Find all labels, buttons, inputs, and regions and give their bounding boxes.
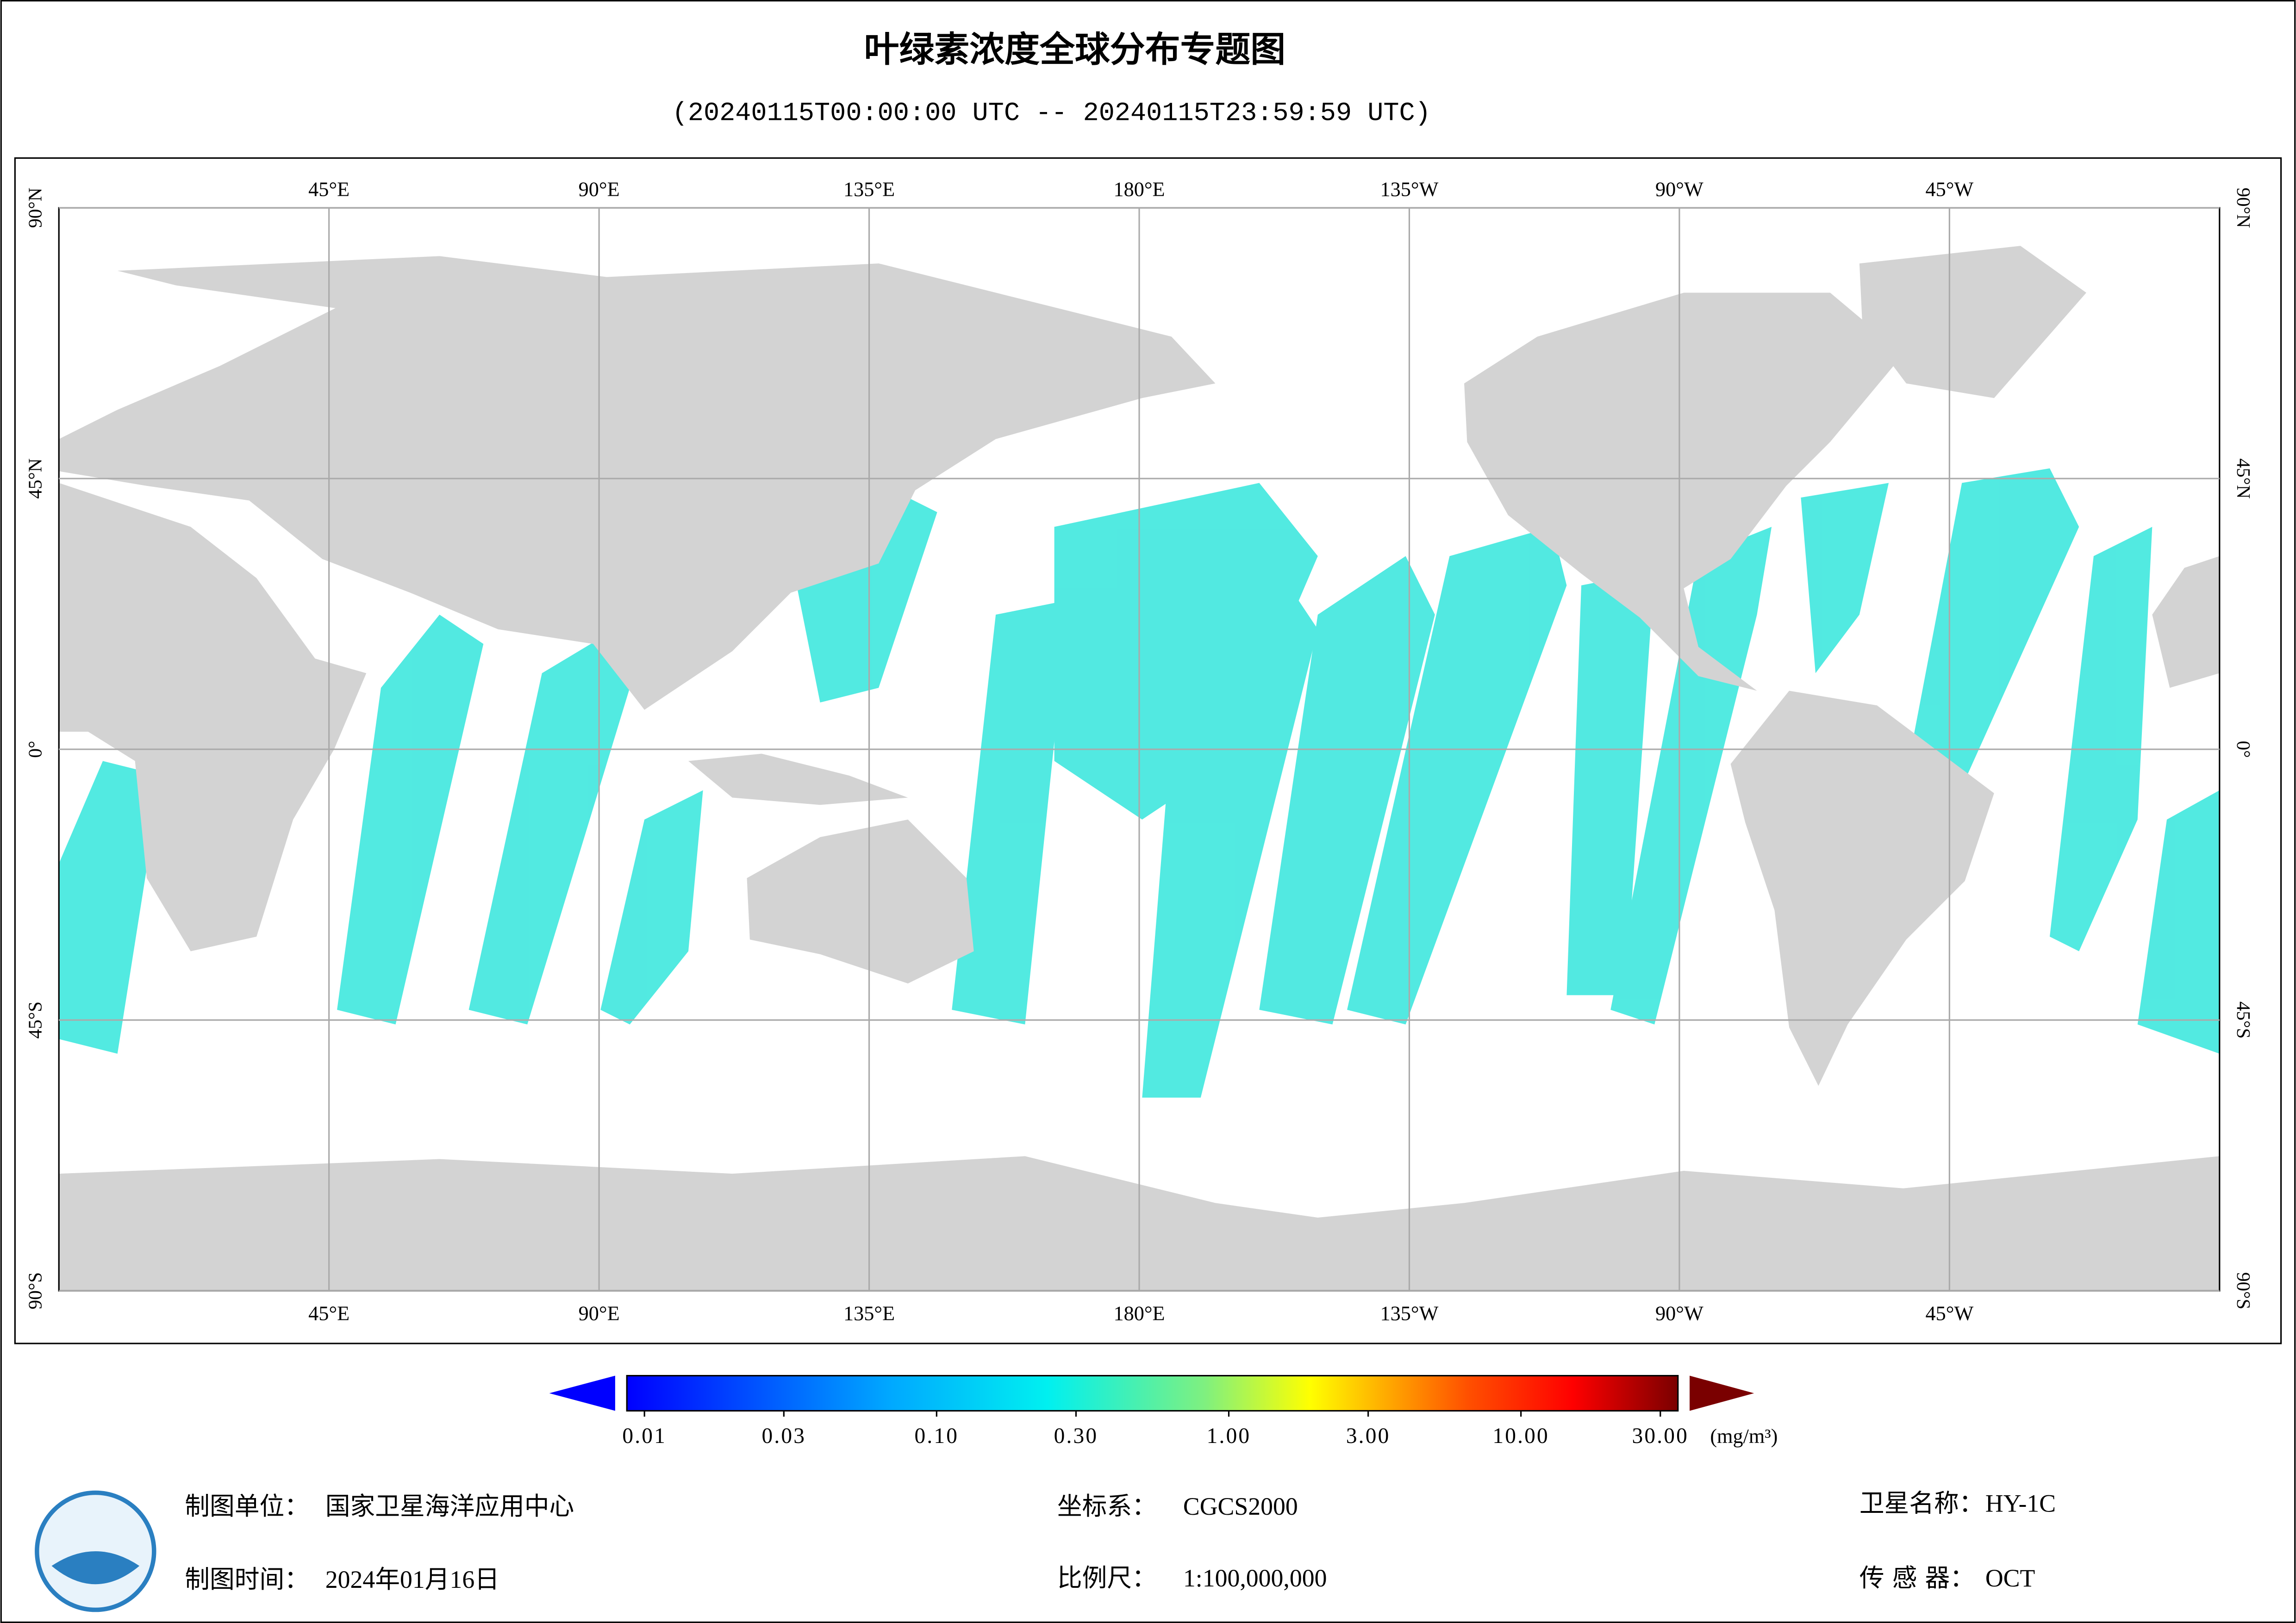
lon-label-bottom: 45°W <box>1925 1302 1973 1325</box>
map-area <box>59 246 2220 1291</box>
footer-label: 坐标系： <box>1057 1492 1157 1521</box>
colorbar-label: 30.00 <box>1632 1424 1689 1448</box>
footer-label: 制图单位： <box>185 1492 309 1521</box>
lat-label-right: 45°S <box>2233 1001 2254 1038</box>
lon-label-bottom: 135°W <box>1380 1302 1439 1325</box>
lat-label-left: 90°S <box>24 1272 45 1309</box>
colorbar-under <box>549 1375 615 1411</box>
footer-label: 传 感 器： <box>1859 1563 1975 1592</box>
footer-value: CGCS2000 <box>1183 1492 1298 1520</box>
lon-label-top: 135°W <box>1380 178 1439 201</box>
lat-label-right: 90°N <box>2233 187 2254 228</box>
colorbar-label: 0.01 <box>622 1424 667 1448</box>
map-frame <box>14 157 2282 1344</box>
lon-label-bottom: 90°W <box>1655 1302 1703 1325</box>
lat-label-right: 45°N <box>2233 458 2254 498</box>
colorbar-over <box>1690 1375 1754 1411</box>
lat-label-right: 90°S <box>2233 1272 2254 1309</box>
lat-label-left: 45°N <box>24 458 45 498</box>
lon-label-bottom: 45°E <box>308 1302 349 1325</box>
footer-value: OCT <box>1985 1564 2035 1592</box>
footer-label: 比例尺： <box>1057 1563 1157 1592</box>
footer-label: 卫星名称： <box>1859 1489 1984 1518</box>
colorbar-label: 3.00 <box>1346 1424 1391 1448</box>
lat-label-right: 0° <box>2233 741 2254 758</box>
lon-label-top: 90°W <box>1655 178 1703 201</box>
lat-label-left: 90°N <box>24 187 45 228</box>
colorbar-label: 0.30 <box>1054 1424 1098 1448</box>
colorbar-label: 0.03 <box>761 1424 806 1448</box>
footer-value: HY-1C <box>1985 1490 2056 1517</box>
lon-label-top: 90°E <box>579 178 620 201</box>
lat-label-left: 45°S <box>24 1001 45 1038</box>
swaths <box>59 468 2220 1098</box>
lat-label-left: 0° <box>24 741 45 758</box>
subtitle: (20240115T00:00:00 UTC -- 20240115T23:59… <box>672 99 1431 128</box>
lon-label-bottom: 90°E <box>579 1302 620 1325</box>
lon-label-top: 135°E <box>843 178 895 201</box>
colorbar-unit: (mg/m³) <box>1710 1425 1778 1448</box>
footer-value: 国家卫星海洋应用中心 <box>325 1492 574 1520</box>
footer-value: 1:100,000,000 <box>1183 1564 1327 1592</box>
colorbar-label: 10.00 <box>1492 1424 1549 1448</box>
colorbar-label: 1.00 <box>1207 1424 1251 1448</box>
lon-label-top: 180°E <box>1113 178 1165 201</box>
lon-label-top: 45°E <box>308 178 349 201</box>
spacer <box>548 1427 562 1428</box>
lon-label-top: 45°W <box>1925 178 1973 201</box>
lon-label-bottom: 180°E <box>1113 1302 1165 1325</box>
lon-label-bottom: 135°E <box>843 1302 895 1325</box>
title: 叶绿素浓度全球分布专题图 <box>864 29 1286 70</box>
logo-wave <box>51 1551 140 1585</box>
colorbar-label: 0.10 <box>915 1424 959 1448</box>
colorbar <box>626 1374 1679 1412</box>
footer-value: 2024年01月16日 <box>325 1566 499 1593</box>
footer-label: 制图时间： <box>185 1565 309 1594</box>
